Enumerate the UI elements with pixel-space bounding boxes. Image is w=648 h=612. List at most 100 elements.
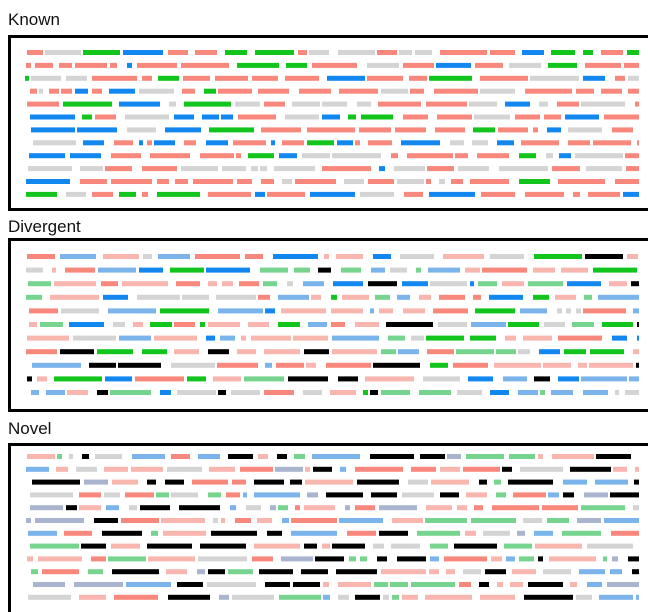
strip-segment (339, 518, 383, 523)
strip-segment (332, 349, 377, 355)
strip-segment (200, 543, 246, 549)
strip-segment (310, 191, 355, 197)
strip-segment (108, 308, 156, 314)
strip-segment (222, 166, 246, 172)
strip-segment (114, 594, 158, 600)
strip-segment (147, 543, 192, 549)
strip-segment (599, 594, 633, 600)
strip-segment (628, 88, 639, 94)
strip-segment (463, 466, 500, 472)
strip-segment (125, 114, 169, 120)
strip-segment (502, 466, 512, 472)
strip-segment (371, 492, 397, 498)
strip-segment (623, 191, 639, 197)
strip-segment (302, 153, 330, 159)
strip-segment (32, 362, 81, 368)
strip-segment (290, 479, 302, 485)
strip-segment (27, 254, 55, 259)
strip-segment (338, 582, 371, 587)
strip-segment (177, 390, 216, 395)
strip-segment (480, 594, 515, 600)
strip-segment (451, 179, 463, 184)
strip-segment (73, 335, 116, 341)
strip-segment (566, 308, 571, 314)
strip-segment (381, 88, 408, 94)
strip-segment (438, 322, 467, 327)
strip-segment (499, 166, 548, 172)
strip-segment (303, 390, 322, 395)
strip-segment (558, 376, 579, 382)
strip-segment (91, 556, 106, 562)
strip-segment (576, 88, 594, 94)
strip-segment (398, 349, 419, 355)
strip-segment (209, 466, 235, 472)
strip-segment (478, 281, 497, 287)
strip-segment (31, 569, 38, 575)
strip-segment (307, 492, 318, 498)
strip-segment (208, 281, 217, 287)
strip-segment (30, 492, 73, 498)
strip-segment (216, 294, 256, 300)
strip-segment (251, 166, 258, 172)
strip-segment (142, 349, 167, 355)
strip-grid-novel (26, 454, 639, 600)
strip-segment (26, 349, 57, 355)
strip-segment (193, 179, 233, 184)
strip-segment (254, 479, 284, 485)
strip-segment (517, 530, 525, 536)
strip-segment (142, 75, 152, 81)
strip-segment (593, 140, 631, 146)
strip-segment (439, 294, 465, 300)
strip-segment (637, 140, 639, 146)
strip-segment (584, 294, 592, 300)
strip-segment (610, 492, 639, 498)
strip-segment (65, 267, 95, 273)
strip-segment (221, 114, 233, 120)
strip-segment (109, 88, 135, 94)
strip-segment (338, 376, 358, 382)
strip-segment (355, 505, 375, 511)
strip-segment (74, 582, 123, 587)
strip-segment (82, 114, 92, 120)
strip-segment (161, 518, 205, 523)
strip-segment (611, 530, 639, 536)
strip-segment (524, 594, 573, 600)
strip-segment (147, 479, 156, 485)
strip-segment (183, 75, 210, 81)
strip-segment (363, 390, 368, 395)
strip-segment (525, 191, 564, 197)
strip-segment (466, 492, 487, 498)
strip-segment (463, 569, 481, 575)
strip-segment (277, 454, 287, 459)
strip-grid-known (25, 50, 639, 197)
strip-segment (577, 518, 601, 523)
strip-segment (601, 50, 623, 55)
strip-segment (474, 114, 510, 120)
strip-segment (132, 454, 165, 459)
strip-segment (127, 127, 156, 133)
strip-segment (30, 114, 75, 120)
strip-segment (423, 376, 460, 382)
strip-segment (27, 50, 43, 55)
strip-segment (355, 322, 379, 327)
strip-segment (238, 114, 276, 120)
strip-segment (491, 556, 502, 562)
strip-segment (35, 62, 53, 68)
strip-segment (533, 267, 555, 273)
strip-segment (394, 166, 425, 172)
strip-segment (264, 101, 285, 107)
strip-segment (126, 582, 171, 587)
strip-segment (446, 569, 455, 575)
strip-segment (379, 505, 417, 511)
strip-segment (381, 349, 396, 355)
strip-segment (323, 594, 330, 600)
strip-segment (129, 505, 137, 511)
strip-segment (515, 114, 540, 120)
strip-segment (228, 569, 253, 575)
strip-segment (368, 281, 397, 287)
strip-segment (420, 454, 445, 459)
strip-segment (437, 114, 472, 120)
strip-segment (187, 376, 206, 382)
panel-divergent (8, 238, 648, 412)
strip-segment (45, 50, 81, 55)
